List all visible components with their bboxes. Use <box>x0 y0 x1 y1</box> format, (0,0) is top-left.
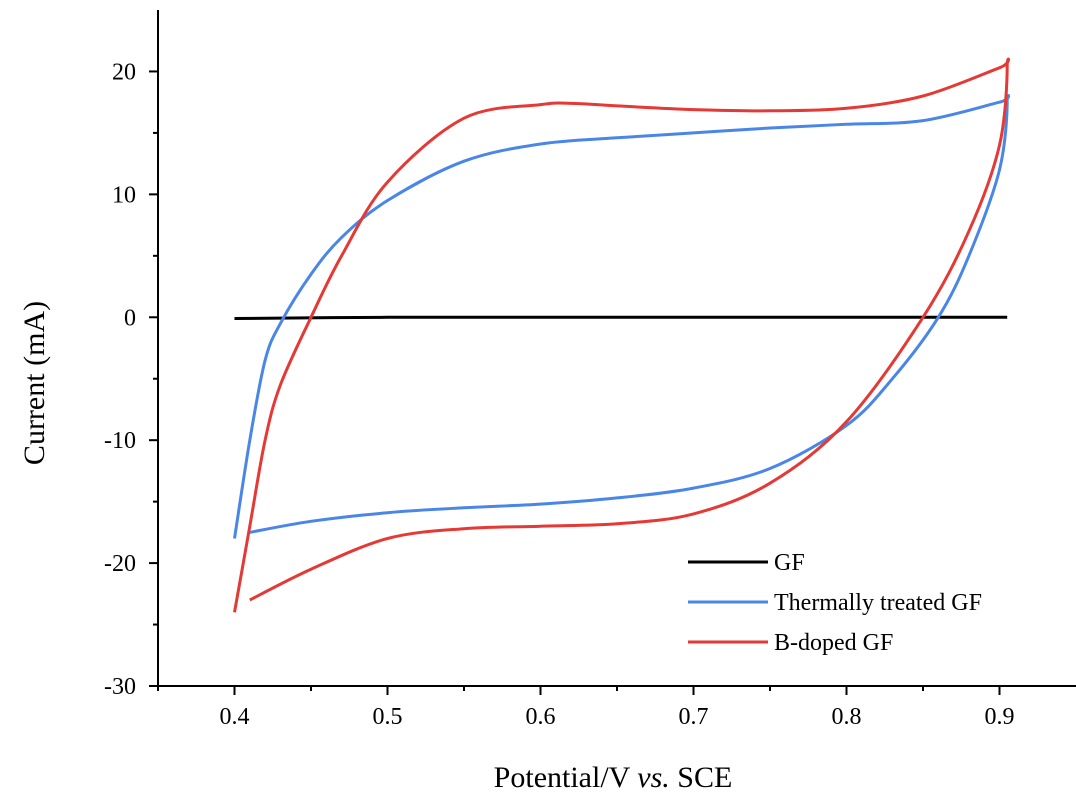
x-axis-title-main: Potential/V <box>494 761 638 794</box>
x-axis-title-end: SCE <box>670 761 733 794</box>
y-tick-label: 0 <box>124 305 136 331</box>
legend: GF Thermally treated GF B-doped GF <box>688 550 982 656</box>
legend-label-1: Thermally treated GF <box>774 590 982 616</box>
y-tick-label: -30 <box>104 674 136 700</box>
x-tick-label: 0.9 <box>985 704 1015 730</box>
y-tick-label: -20 <box>104 551 136 577</box>
y-tick-label: 10 <box>112 182 136 208</box>
x-tick-label: 0.5 <box>373 704 403 730</box>
x-tick-label: 0.7 <box>679 704 709 730</box>
x-tick-label: 0.6 <box>526 704 556 730</box>
y-tick-label: -10 <box>104 428 136 454</box>
x-axis-title-italic: vs. <box>637 761 670 794</box>
legend-label-2: B-doped GF <box>774 630 893 656</box>
plot-series <box>233 57 1011 613</box>
series-line-2 <box>233 57 1011 613</box>
x-tick-label: 0.4 <box>220 704 250 730</box>
x-axis-title: Potential/V vs. SCE <box>494 761 733 794</box>
series-line-1 <box>233 94 1011 539</box>
x-tick-label: 0.8 <box>832 704 862 730</box>
legend-label-0: GF <box>774 550 805 576</box>
y-tick-label: 20 <box>112 59 136 85</box>
series-line-0 <box>234 315 1008 320</box>
y-axis-title: Current (mA) <box>18 301 51 465</box>
ticks: 0.4 0.5 0.6 0.7 0.8 0.9 -30 -20 -10 0 10 20 <box>104 59 1015 730</box>
